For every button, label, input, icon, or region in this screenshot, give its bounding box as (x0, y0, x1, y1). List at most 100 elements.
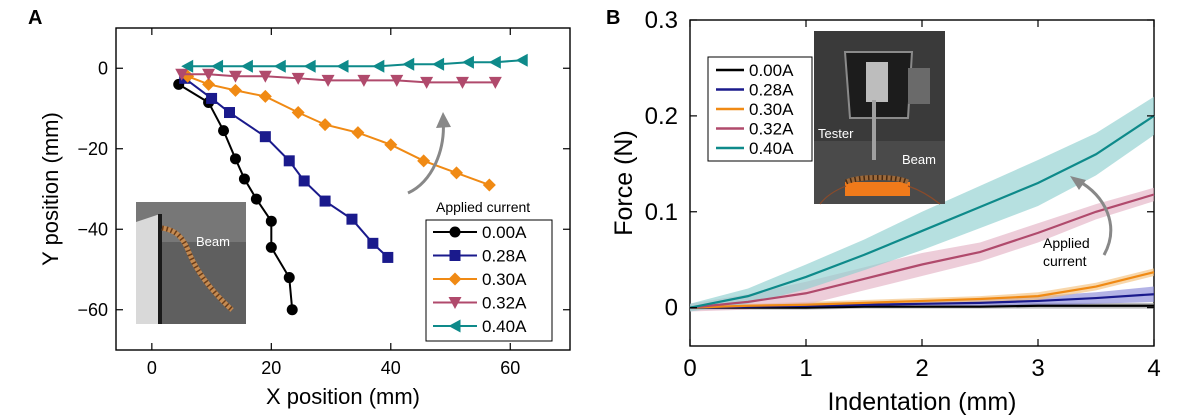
panel-a-ticks: 0 20 40 60 0 −20 −40 −60 (77, 28, 570, 378)
panel-a-data-point (351, 126, 365, 140)
panel-b-legend-label: 0.30A (749, 100, 794, 119)
panel-a-data-point (402, 57, 415, 71)
panel-a-data-point (346, 213, 358, 225)
panel-a-legend-marker (448, 297, 462, 309)
panel-b-annotation-arrowhead (1070, 176, 1086, 190)
panel-a-data-point (336, 59, 349, 73)
panel-a-data-point (228, 70, 242, 83)
panel-a-data-point (303, 59, 316, 73)
panel-a-photo-clamp (158, 214, 162, 324)
panel-b-photo-label-beam: Beam (902, 152, 936, 167)
panel-a-x-tick-label: 60 (500, 358, 520, 378)
panel-a-y-tick-label: −20 (77, 139, 108, 159)
panel-b-x-axis-label: Indentation (mm) (828, 388, 1017, 416)
panel-a-data-point (240, 59, 253, 73)
panel-a-data-point (224, 107, 235, 119)
panel-a-y-tick-label: 0 (98, 58, 108, 78)
panel-a-legend-box (425, 219, 553, 342)
panel-a-data-point (461, 55, 474, 69)
panel-a-data-point (318, 118, 332, 132)
panel-a-data-point (382, 251, 394, 263)
panel-a-legend-label: 0.28A (482, 247, 527, 266)
panel-a-legend-label: 0.00A (482, 223, 527, 242)
panel-a-y-axis-label: Y position (mm) (38, 112, 63, 266)
panel-a-annotation-arrowhead (436, 112, 451, 128)
panel-a-data-point (417, 154, 431, 168)
panel-a-data-point (211, 59, 224, 73)
panel-b-photo-beam-coil (845, 175, 910, 185)
panel-a-data-point (450, 166, 463, 180)
panel-a-series-line (181, 73, 496, 84)
panel-b-error-band (690, 268, 1154, 310)
panel-a-inset-photo: Beam (136, 202, 246, 324)
panel-a-data-point (319, 195, 331, 207)
panel-b-x-tick-label: 2 (915, 355, 928, 382)
panel-a-data-point (488, 76, 502, 89)
panel-a-x-axis-label: X position (mm) (266, 384, 420, 409)
panel-b-photo-tester-jaw (866, 62, 888, 102)
panel-a-data-point (181, 59, 194, 73)
panel-b-annotation-line2: current (1043, 253, 1087, 269)
panel-a-data-point (488, 55, 501, 69)
panel-b-photo-indenter (872, 100, 876, 160)
panel-a-data-point (175, 68, 189, 81)
panel-a-legend-label: 0.32A (482, 294, 527, 313)
panel-a-series-line (184, 77, 389, 259)
panel-b-photo-wire-left (819, 185, 847, 205)
panel-b-y-tick-label: 0 (665, 295, 678, 322)
panel-a-x-tick-label: 0 (147, 358, 157, 378)
panel-a-data-point (291, 106, 305, 120)
panel-a-data-point (258, 70, 272, 83)
panel-a-data-point (384, 138, 398, 152)
panel-b-photo-label-tester: Tester (818, 126, 854, 141)
panel-b-legend-label: 0.28A (749, 81, 794, 100)
panel-a-legend-marker (448, 272, 462, 286)
panel-a-x-tick-label: 20 (261, 358, 281, 378)
panel-a-data-point (258, 89, 272, 103)
panel-b-y-tick-label: 0.2 (645, 103, 678, 130)
panel-b-y-axis-label: Force (N) (610, 130, 638, 236)
panel-b-series (689, 114, 1155, 309)
panel-b-x-tick-label: 1 (799, 355, 812, 382)
panel-b-photo-tester-side (908, 68, 930, 104)
panel-a-x-tick-label: 40 (381, 358, 401, 378)
panel-b-series-line (689, 271, 1155, 309)
panel-a-axes-frame (115, 27, 571, 351)
panel-b-photo-wire-right (907, 185, 941, 205)
panel-a-data-point (283, 155, 295, 167)
panel-b-plot: 0 1 2 3 4 0 0.1 0.2 0.3 0.00A0.28A0.30A0.32A0.40… (610, 7, 1161, 416)
panel-b-x-tick-label: 4 (1147, 355, 1160, 382)
panel-b-y-tick-label: 0.1 (645, 199, 678, 226)
panel-b-series-line (690, 304, 1154, 309)
panel-a-plot: 0 20 40 60 0 −20 −40 −60 Beam Applied current 0… (38, 27, 571, 409)
panel-a-data-point (372, 59, 385, 73)
panel-b-inset-photo: Tester Beam (814, 31, 945, 205)
panel-a-y-tick-label: −60 (77, 300, 108, 320)
panel-a-data-point (238, 173, 250, 185)
panel-a-legend-marker (449, 250, 461, 261)
panel-a-data-point (265, 215, 277, 227)
panel-a-data-point (202, 77, 216, 91)
panel-b-annotation-line1: Applied (1043, 235, 1090, 251)
panel-a-legend: 0.00A 0.28A 0.30A 0.32A 0.40A (425, 219, 553, 342)
panel-a-data-point (390, 74, 404, 87)
panel-a-data-point (286, 304, 298, 316)
panel-a-data-point (432, 57, 445, 71)
panel-a-data-point (291, 72, 305, 85)
panel-a-series (173, 53, 528, 316)
panel-label-a: A (28, 7, 42, 29)
panel-b-legend-label: 0.32A (749, 120, 794, 139)
panel-a-data-point (357, 74, 371, 87)
panel-b-series-line (689, 193, 1155, 309)
panel-a-data-point (259, 131, 271, 143)
panel-a-data-point (218, 125, 230, 137)
panel-a-photo-label: Beam (196, 234, 230, 249)
panel-a-legend-label: 0.40A (482, 317, 527, 336)
panel-a-data-point (367, 237, 379, 249)
panel-a-legend-marker (449, 226, 461, 238)
panel-a-data-point (250, 193, 262, 205)
panel-b-photo-fixture (845, 182, 910, 196)
panel-a-annotation-arrow (407, 117, 445, 195)
